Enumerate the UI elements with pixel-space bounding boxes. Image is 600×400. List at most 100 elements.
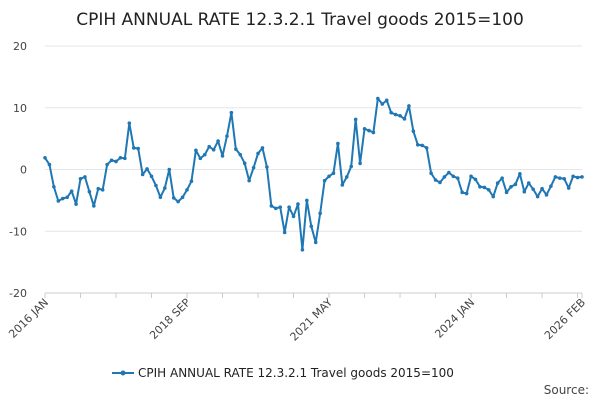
data-point[interactable]: [522, 189, 527, 194]
data-point[interactable]: [167, 167, 172, 172]
data-point[interactable]: [398, 113, 402, 118]
data-point[interactable]: [455, 176, 460, 180]
data-point[interactable]: [256, 151, 260, 156]
data-point[interactable]: [420, 143, 425, 148]
data-point[interactable]: [389, 110, 393, 115]
data-point[interactable]: [380, 102, 385, 106]
data-point[interactable]: [211, 147, 216, 152]
data-point[interactable]: [344, 175, 349, 179]
data-point[interactable]: [291, 214, 296, 219]
data-point[interactable]: [460, 190, 464, 195]
data-point[interactable]: [478, 184, 482, 189]
data-point[interactable]: [513, 182, 518, 187]
data-point[interactable]: [225, 134, 229, 138]
data-point[interactable]: [558, 176, 562, 180]
series-line[interactable]: [44, 97, 583, 251]
data-point[interactable]: [518, 172, 522, 176]
data-point[interactable]: [393, 112, 398, 117]
data-point[interactable]: [216, 139, 220, 143]
data-point[interactable]: [353, 117, 358, 122]
data-point[interactable]: [131, 146, 136, 150]
data-point[interactable]: [451, 174, 456, 179]
data-point[interactable]: [198, 156, 203, 161]
data-point[interactable]: [411, 129, 416, 134]
data-point[interactable]: [180, 195, 185, 200]
data-point[interactable]: [331, 171, 336, 176]
data-point[interactable]: [220, 154, 225, 158]
data-point[interactable]: [491, 194, 496, 199]
data-point[interactable]: [371, 130, 376, 135]
data-point[interactable]: [313, 240, 318, 245]
data-point[interactable]: [327, 174, 331, 179]
data-point[interactable]: [96, 186, 101, 191]
data-point[interactable]: [176, 199, 180, 204]
data-point[interactable]: [473, 177, 478, 182]
data-point[interactable]: [433, 178, 438, 182]
data-point[interactable]: [65, 195, 69, 200]
data-point[interactable]: [509, 184, 513, 189]
data-point[interactable]: [83, 175, 87, 179]
data-point[interactable]: [158, 195, 163, 200]
data-point[interactable]: [60, 196, 65, 201]
data-point[interactable]: [447, 170, 451, 175]
data-point[interactable]: [229, 110, 234, 115]
data-point[interactable]: [442, 175, 447, 179]
data-point[interactable]: [47, 162, 52, 167]
data-point[interactable]: [495, 181, 500, 185]
data-point[interactable]: [566, 186, 571, 190]
data-point[interactable]: [242, 161, 247, 166]
data-point[interactable]: [367, 128, 371, 133]
data-point[interactable]: [309, 224, 314, 229]
data-point[interactable]: [194, 148, 198, 153]
data-point[interactable]: [575, 175, 580, 180]
data-point[interactable]: [305, 198, 309, 203]
data-point[interactable]: [154, 183, 158, 188]
data-point[interactable]: [340, 183, 345, 187]
data-point[interactable]: [535, 194, 540, 199]
data-point[interactable]: [469, 174, 473, 179]
data-point[interactable]: [300, 247, 305, 252]
legend[interactable]: CPIH ANNUAL RATE 12.3.2.1 Travel goods 2…: [112, 366, 454, 380]
data-point[interactable]: [136, 146, 140, 151]
data-point[interactable]: [526, 181, 531, 185]
data-point[interactable]: [384, 98, 389, 103]
data-point[interactable]: [349, 164, 354, 169]
data-point[interactable]: [247, 178, 251, 183]
data-point[interactable]: [273, 206, 278, 211]
data-point[interactable]: [127, 121, 132, 125]
data-point[interactable]: [265, 165, 269, 169]
data-point[interactable]: [504, 190, 509, 195]
data-point[interactable]: [580, 175, 584, 179]
data-point[interactable]: [56, 199, 61, 203]
data-point[interactable]: [362, 126, 367, 131]
data-point[interactable]: [464, 191, 469, 196]
data-point[interactable]: [260, 146, 265, 150]
data-point[interactable]: [429, 171, 433, 176]
data-point[interactable]: [52, 184, 56, 189]
data-point[interactable]: [185, 188, 189, 192]
data-point[interactable]: [571, 174, 575, 179]
data-point[interactable]: [322, 178, 327, 183]
data-point[interactable]: [549, 184, 553, 188]
data-point[interactable]: [336, 141, 340, 146]
data-point[interactable]: [43, 155, 47, 160]
data-point[interactable]: [544, 193, 549, 197]
data-point[interactable]: [118, 155, 123, 160]
data-point[interactable]: [234, 147, 238, 151]
data-point[interactable]: [92, 204, 96, 208]
data-point[interactable]: [562, 176, 567, 181]
data-point[interactable]: [87, 189, 92, 194]
data-point[interactable]: [114, 159, 118, 164]
data-point[interactable]: [553, 175, 558, 179]
data-point[interactable]: [402, 117, 407, 121]
data-point[interactable]: [278, 205, 283, 209]
data-point[interactable]: [123, 156, 127, 161]
data-point[interactable]: [109, 158, 114, 163]
data-point[interactable]: [145, 167, 149, 171]
data-point[interactable]: [407, 104, 411, 108]
data-point[interactable]: [163, 186, 167, 190]
data-point[interactable]: [105, 162, 109, 167]
data-point[interactable]: [189, 179, 194, 184]
data-point[interactable]: [358, 161, 362, 166]
data-point[interactable]: [438, 180, 442, 185]
